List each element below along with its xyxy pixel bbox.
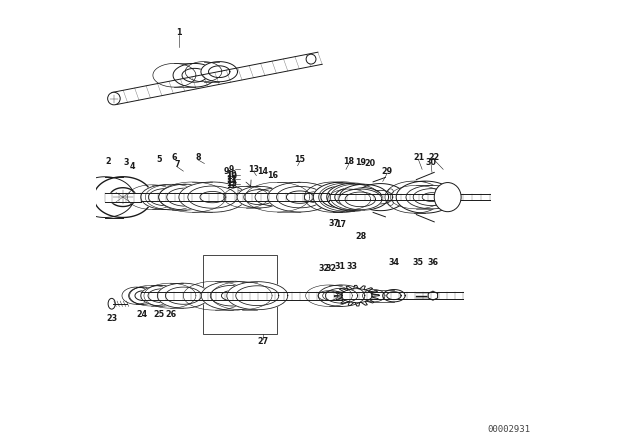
Text: 6: 6 xyxy=(172,153,177,162)
Polygon shape xyxy=(314,182,371,212)
Text: 26: 26 xyxy=(166,310,177,319)
Polygon shape xyxy=(201,62,237,82)
Text: 28: 28 xyxy=(356,232,367,241)
Text: 8: 8 xyxy=(195,153,201,162)
Text: 18: 18 xyxy=(344,157,355,166)
Text: 32: 32 xyxy=(326,264,337,273)
Text: 2: 2 xyxy=(106,157,111,166)
Ellipse shape xyxy=(306,54,316,64)
Polygon shape xyxy=(159,184,212,210)
Polygon shape xyxy=(268,182,332,212)
Polygon shape xyxy=(94,177,152,217)
Polygon shape xyxy=(428,291,438,300)
Polygon shape xyxy=(202,281,264,310)
Text: 4: 4 xyxy=(130,162,136,171)
Text: 22: 22 xyxy=(429,153,440,162)
Ellipse shape xyxy=(108,298,115,309)
Polygon shape xyxy=(237,186,282,208)
Text: 27: 27 xyxy=(257,337,268,346)
Text: 14: 14 xyxy=(257,167,268,176)
Text: 12: 12 xyxy=(226,179,237,188)
Text: 7: 7 xyxy=(175,160,180,169)
Polygon shape xyxy=(327,183,380,211)
Text: 25: 25 xyxy=(153,310,164,319)
Polygon shape xyxy=(329,194,490,200)
Polygon shape xyxy=(383,289,405,302)
Text: 30: 30 xyxy=(426,158,436,167)
Polygon shape xyxy=(339,189,382,210)
Text: 13: 13 xyxy=(248,165,259,174)
Polygon shape xyxy=(105,193,141,202)
Text: 36: 36 xyxy=(428,258,438,267)
Text: 5: 5 xyxy=(156,155,161,164)
Polygon shape xyxy=(141,285,184,306)
Polygon shape xyxy=(112,52,322,104)
Bar xyxy=(203,255,276,334)
Text: 23: 23 xyxy=(106,314,117,323)
Text: 32: 32 xyxy=(319,264,330,273)
Text: 3: 3 xyxy=(124,158,129,167)
Text: 15: 15 xyxy=(294,155,305,164)
Text: 11: 11 xyxy=(226,177,237,185)
Text: 20: 20 xyxy=(365,159,376,168)
Polygon shape xyxy=(141,292,342,300)
Polygon shape xyxy=(227,282,288,310)
Polygon shape xyxy=(339,184,388,210)
Polygon shape xyxy=(318,285,365,306)
Text: 33: 33 xyxy=(347,262,358,271)
Text: 9: 9 xyxy=(224,167,230,176)
Text: 00002931: 00002931 xyxy=(488,425,531,434)
Text: 1: 1 xyxy=(176,28,182,37)
Text: 24: 24 xyxy=(136,310,147,319)
Text: 34: 34 xyxy=(388,258,399,267)
Polygon shape xyxy=(141,185,190,209)
Text: 12: 12 xyxy=(226,181,237,190)
Text: 9: 9 xyxy=(228,165,234,174)
Text: 37: 37 xyxy=(329,219,340,228)
Polygon shape xyxy=(342,293,463,299)
Text: 11: 11 xyxy=(226,175,237,184)
Text: 35: 35 xyxy=(412,258,423,267)
Text: 21: 21 xyxy=(413,153,424,162)
Text: 19: 19 xyxy=(355,158,366,167)
Polygon shape xyxy=(129,287,157,304)
Text: 16: 16 xyxy=(268,171,278,180)
Ellipse shape xyxy=(108,92,120,105)
Polygon shape xyxy=(179,182,246,212)
Text: 31: 31 xyxy=(335,262,346,271)
Polygon shape xyxy=(406,185,458,209)
Ellipse shape xyxy=(435,183,461,212)
Polygon shape xyxy=(141,193,329,201)
Text: 17: 17 xyxy=(335,220,346,228)
Text: 29: 29 xyxy=(381,167,393,176)
Text: 10: 10 xyxy=(226,172,237,181)
Polygon shape xyxy=(396,181,454,213)
Text: 10: 10 xyxy=(226,170,237,179)
Polygon shape xyxy=(157,283,209,308)
Polygon shape xyxy=(173,64,216,87)
